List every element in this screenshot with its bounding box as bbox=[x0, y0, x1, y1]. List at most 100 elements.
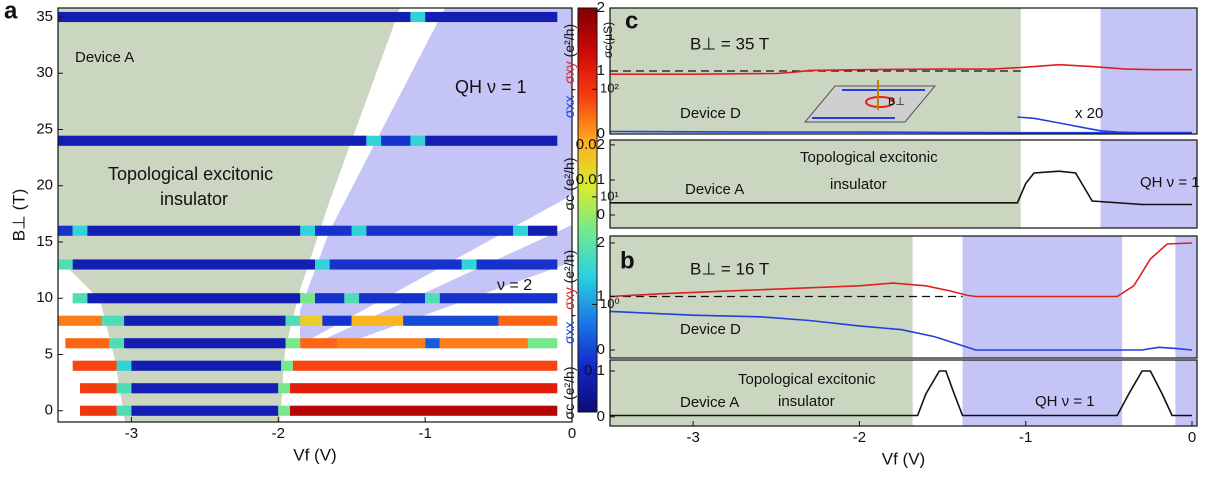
heatmap-cell bbox=[300, 338, 338, 349]
heatmap-cell bbox=[58, 259, 73, 270]
y-tick-label: 15 bbox=[36, 233, 53, 250]
y-tick-label: 1 bbox=[597, 287, 605, 304]
data-line bbox=[609, 310, 1193, 351]
y-axis-label-part: (e²/h) bbox=[561, 250, 577, 287]
annotation: insulator bbox=[778, 393, 835, 410]
phase-region bbox=[610, 140, 1021, 228]
heatmap-cell bbox=[58, 11, 411, 23]
y-tick-label: 5 bbox=[45, 345, 53, 362]
y-tick-label: 20 bbox=[36, 177, 53, 194]
y-axis-label: σxx , σxy (e²/h) bbox=[561, 250, 577, 344]
y-axis-label: σc (e²/h) bbox=[561, 367, 577, 420]
annotation: Device A bbox=[680, 394, 739, 411]
phase-region bbox=[1175, 360, 1197, 426]
phase-region bbox=[1100, 8, 1197, 134]
y-tick-label: 25 bbox=[36, 120, 53, 137]
heatmap-cell bbox=[285, 338, 301, 349]
annotation: Topological excitonic bbox=[108, 164, 273, 184]
x-axis-label: Vf (V) bbox=[882, 449, 925, 468]
data-line bbox=[609, 130, 1192, 134]
plot-frame bbox=[609, 139, 1198, 229]
y-axis-label-part: σc (e²/h) bbox=[561, 158, 577, 211]
heatmap-cell bbox=[337, 338, 426, 349]
heatmap-cell bbox=[300, 225, 315, 236]
y-tick-label: 2 bbox=[597, 0, 605, 16]
heatmap-cell bbox=[281, 360, 293, 371]
heatmap-cell bbox=[315, 259, 330, 270]
annotation: Device A bbox=[685, 181, 744, 198]
heatmap-cell bbox=[80, 383, 117, 394]
heatmap-cell bbox=[425, 293, 440, 304]
heatmap-cell bbox=[366, 135, 382, 146]
x-tick-label: -1 bbox=[1019, 429, 1032, 446]
heatmap-cell bbox=[344, 293, 360, 304]
heatmap-cell bbox=[476, 259, 558, 270]
annotation: Device D bbox=[680, 105, 741, 122]
plot-frame bbox=[609, 7, 1198, 135]
heatmap-cell bbox=[329, 259, 462, 270]
y-axis-label-part: σc (e²/h) bbox=[561, 367, 577, 420]
data-line bbox=[610, 370, 1192, 417]
heatmap-cell bbox=[131, 360, 282, 371]
plot-frame bbox=[609, 359, 1198, 427]
heatmap-cell bbox=[131, 405, 279, 416]
heatmap-cell bbox=[278, 405, 291, 416]
heatmap-cell bbox=[351, 315, 404, 326]
heatmap-cell bbox=[461, 259, 477, 270]
y-tick-label: 2 bbox=[597, 234, 605, 251]
heatmap-cell bbox=[425, 11, 558, 23]
y-tick-label: 0 bbox=[597, 408, 605, 425]
x-tick-label: -2 bbox=[272, 425, 285, 442]
heatmap-cell bbox=[58, 225, 73, 236]
heatmap-cell bbox=[124, 338, 286, 349]
heatmap-cell bbox=[58, 315, 103, 326]
heatmap-cell bbox=[285, 315, 301, 326]
heatmap-cell bbox=[65, 338, 110, 349]
x-tick-label: -2 bbox=[853, 429, 866, 446]
colorbar-label: σc(µS) bbox=[601, 22, 615, 58]
heatmap-cell bbox=[102, 315, 125, 326]
annotation: insulator bbox=[830, 176, 887, 193]
panel-letter: c bbox=[625, 7, 638, 34]
heatmap-cell bbox=[410, 135, 426, 146]
x-tick-label: 0 bbox=[568, 425, 576, 442]
data-line bbox=[1017, 116, 1192, 134]
phase-region bbox=[1100, 140, 1197, 228]
y-tick-label: 30 bbox=[36, 64, 53, 81]
y-axis-label-part: , bbox=[561, 310, 577, 322]
annotation: QH ν = 1 bbox=[1035, 393, 1095, 410]
heatmap-cell bbox=[359, 293, 426, 304]
heatmap-cell bbox=[425, 135, 558, 146]
annotation: B⊥ = 35 T bbox=[690, 34, 769, 53]
heatmap-cell bbox=[290, 383, 558, 394]
panel-letter: b bbox=[620, 247, 635, 274]
x-tick-label: -3 bbox=[686, 429, 699, 446]
heatmap-cell bbox=[315, 225, 352, 236]
inset-label: B⊥ bbox=[888, 96, 905, 108]
annotation: QH ν = 1 bbox=[1140, 174, 1200, 191]
heatmap-cell bbox=[366, 225, 514, 236]
device-inset: B⊥ bbox=[803, 80, 937, 123]
heatmap-cell bbox=[527, 338, 558, 349]
heatmap-cell bbox=[290, 405, 558, 416]
heatmap-cell bbox=[300, 315, 323, 326]
heatmap-cell bbox=[116, 383, 132, 394]
heatmap-cell bbox=[381, 135, 411, 146]
heatmap-cell bbox=[109, 338, 125, 349]
phase-region bbox=[1175, 236, 1197, 358]
data-line bbox=[610, 63, 1192, 75]
y-tick-label: 0.01 bbox=[576, 171, 605, 188]
heatmap-cell bbox=[498, 315, 558, 326]
plot-frame bbox=[609, 235, 1198, 359]
annotation: x 20 bbox=[1075, 105, 1103, 122]
heatmap-cell bbox=[72, 225, 88, 236]
heatmap-cell bbox=[300, 293, 315, 304]
heatmap-cell bbox=[87, 293, 301, 304]
heatmap-cell bbox=[410, 11, 426, 23]
phase-region bbox=[318, 225, 572, 342]
plot-frame bbox=[57, 7, 573, 423]
heatmap-cell bbox=[116, 360, 132, 371]
heatmap-cell bbox=[278, 383, 291, 394]
y-tick-label: 10 bbox=[36, 289, 53, 306]
